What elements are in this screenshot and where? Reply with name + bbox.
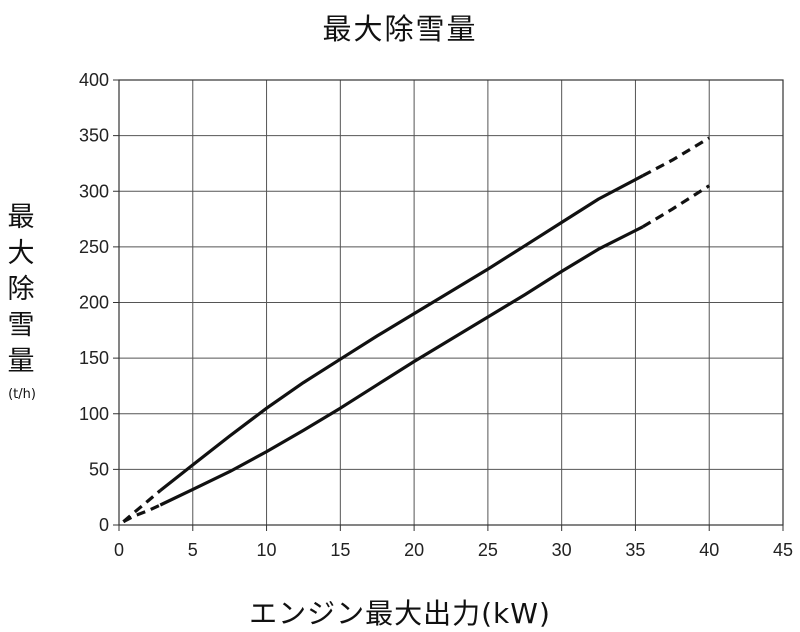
y-tick-label: 0 [99,515,109,535]
y-tick-label: 250 [79,237,109,257]
x-tick-label: 5 [188,540,198,560]
x-tick-label: 20 [404,540,424,560]
y-axis-label-char: 最 [7,202,35,233]
x-tick-label: 40 [699,540,719,560]
x-tick-label: 45 [773,540,793,560]
y-axis-label-char: 量 [7,346,35,377]
x-tick-label: 0 [114,540,124,560]
y-tick-label: 400 [79,70,109,90]
chart-title: 最大除雪量 [322,12,478,46]
y-tick-label: 200 [79,293,109,313]
x-tick-label: 30 [552,540,572,560]
y-axis-label-char: 大 [7,238,35,269]
y-axis-unit: (t/h) [8,387,36,402]
x-tick-label: 35 [625,540,645,560]
y-axis-label-char: 除 [7,274,35,305]
series-line-1-solid [159,174,644,492]
y-axis-label-char: 雪 [7,310,35,341]
y-tick-label: 50 [89,459,109,479]
series-line-1-dashed [642,136,711,178]
y-axis-label: 最大除雪量 [4,200,38,380]
series-line-2-dashed [641,184,711,229]
x-tick-label: 25 [478,540,498,560]
series-line-2-solid [159,225,644,507]
y-tick-label: 350 [79,126,109,146]
y-tick-label: 100 [79,404,109,424]
y-tick-label: 300 [79,181,109,201]
x-tick-label: 15 [330,540,350,560]
series-line-2-dashed [122,503,161,524]
y-tick-label: 150 [79,348,109,368]
x-tick-label: 10 [257,540,277,560]
x-axis-label: エンジン最大出力(kW) [249,597,551,630]
